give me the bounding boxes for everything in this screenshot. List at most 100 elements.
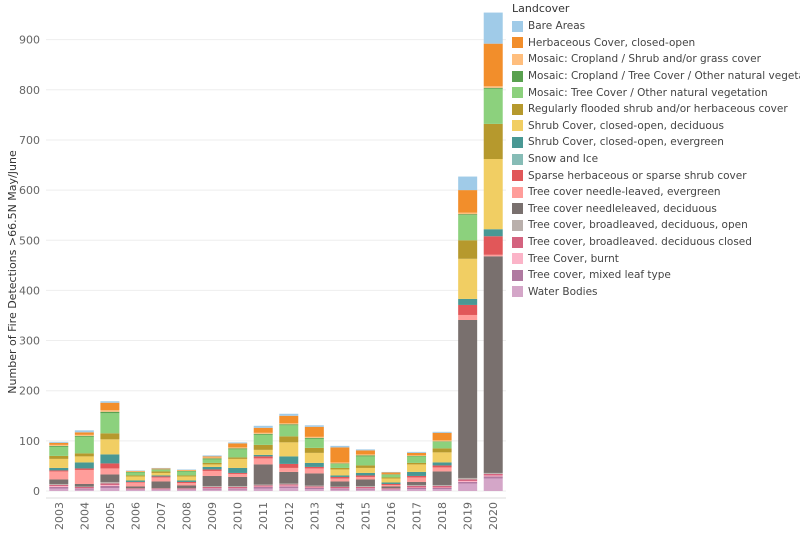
bar-segment[interactable]	[407, 477, 427, 482]
bar-segment[interactable]	[279, 485, 299, 487]
bar-segment[interactable]	[279, 436, 299, 443]
bar-segment[interactable]	[330, 476, 350, 479]
bar-segment[interactable]	[483, 476, 503, 479]
bar-segment[interactable]	[49, 444, 69, 446]
bar-segment[interactable]	[151, 468, 171, 470]
bar-segment[interactable]	[432, 431, 452, 433]
bar-segment[interactable]	[100, 481, 120, 484]
bar-segment[interactable]	[177, 481, 197, 483]
bar-segment[interactable]	[74, 488, 94, 490]
bar-segment[interactable]	[432, 462, 452, 466]
bar-segment[interactable]	[458, 215, 478, 241]
bar-segment[interactable]	[381, 487, 401, 489]
bar-segment[interactable]	[330, 463, 350, 464]
bar-segment[interactable]	[381, 482, 401, 484]
bar-segment[interactable]	[202, 470, 222, 476]
bar-segment[interactable]	[253, 486, 273, 489]
bar-segment[interactable]	[125, 482, 145, 487]
bar-segment[interactable]	[125, 471, 145, 473]
bar-segment[interactable]	[228, 489, 248, 491]
bar-segment[interactable]	[49, 488, 69, 491]
bar-segment[interactable]	[177, 489, 197, 491]
bar-segment[interactable]	[330, 469, 350, 476]
bar-segment[interactable]	[125, 486, 145, 488]
bar-segment[interactable]	[228, 443, 248, 448]
bar-segment[interactable]	[202, 456, 222, 458]
bar-segment[interactable]	[253, 485, 273, 487]
bar-segment[interactable]	[228, 457, 248, 459]
bar-segment[interactable]	[49, 485, 69, 487]
bar-segment[interactable]	[407, 451, 427, 453]
bar-segment[interactable]	[49, 455, 69, 459]
bar-segment[interactable]	[100, 463, 120, 469]
bar-segment[interactable]	[432, 487, 452, 489]
bar-segment[interactable]	[432, 440, 452, 442]
bar-segment[interactable]	[458, 298, 478, 305]
bar-segment[interactable]	[74, 489, 94, 491]
bar-segment[interactable]	[49, 458, 69, 468]
bar-segment[interactable]	[125, 471, 145, 472]
bar-segment[interactable]	[100, 454, 120, 464]
bar-segment[interactable]	[304, 468, 324, 474]
bar-segment[interactable]	[304, 426, 324, 437]
bar-segment[interactable]	[458, 258, 478, 299]
bar-segment[interactable]	[483, 229, 503, 237]
bar-segment[interactable]	[228, 476, 248, 486]
bar-segment[interactable]	[177, 488, 197, 489]
bar-segment[interactable]	[279, 415, 299, 424]
legend-item[interactable]: Sparse herbaceous or sparse shrub cover	[512, 167, 800, 184]
bar-segment[interactable]	[381, 474, 401, 478]
bar-segment[interactable]	[100, 468, 120, 475]
bar-segment[interactable]	[355, 487, 375, 489]
legend-item[interactable]: Snow and Ice	[512, 151, 800, 168]
bar-segment[interactable]	[432, 441, 452, 449]
bar-segment[interactable]	[228, 485, 248, 487]
bar-segment[interactable]	[125, 472, 145, 476]
bar-segment[interactable]	[177, 469, 197, 471]
bar-segment[interactable]	[355, 485, 375, 487]
bar-segment[interactable]	[177, 475, 197, 477]
bar-segment[interactable]	[177, 489, 197, 490]
bar-segment[interactable]	[228, 442, 248, 444]
bar-segment[interactable]	[125, 470, 145, 472]
bar-segment[interactable]	[125, 488, 145, 490]
bar-segment[interactable]	[381, 472, 401, 474]
bar-segment[interactable]	[202, 486, 222, 488]
bar-segment[interactable]	[125, 480, 145, 482]
legend-item[interactable]: Water Bodies	[512, 284, 800, 301]
bar-segment[interactable]	[279, 442, 299, 457]
bar-segment[interactable]	[151, 469, 171, 470]
bar-segment[interactable]	[177, 487, 197, 489]
bar-segment[interactable]	[74, 483, 94, 487]
bar-segment[interactable]	[355, 450, 375, 455]
bar-segment[interactable]	[74, 435, 94, 437]
bar-segment[interactable]	[228, 486, 248, 488]
bar-segment[interactable]	[304, 473, 324, 486]
bar-segment[interactable]	[151, 481, 171, 488]
bar-segment[interactable]	[151, 488, 171, 490]
bar-segment[interactable]	[483, 478, 503, 491]
bar-segment[interactable]	[407, 487, 427, 489]
legend-item[interactable]: Tree cover, broadleaved, deciduous, open	[512, 217, 800, 234]
bar-segment[interactable]	[279, 424, 299, 426]
bar-segment[interactable]	[74, 430, 94, 433]
bar-segment[interactable]	[483, 12, 503, 44]
bar-segment[interactable]	[100, 487, 120, 491]
bar-segment[interactable]	[151, 488, 171, 489]
legend-item[interactable]: Tree Cover, burnt	[512, 250, 800, 267]
bar-segment[interactable]	[355, 467, 375, 473]
bar-segment[interactable]	[253, 454, 273, 457]
bar-segment[interactable]	[355, 449, 375, 451]
bar-segment[interactable]	[279, 467, 299, 472]
bar-segment[interactable]	[483, 43, 503, 87]
bar-segment[interactable]	[381, 483, 401, 485]
bar-segment[interactable]	[432, 467, 452, 472]
bar-segment[interactable]	[381, 478, 401, 483]
bar-segment[interactable]	[151, 469, 171, 472]
bar-segment[interactable]	[49, 442, 69, 445]
bar-segment[interactable]	[228, 488, 248, 490]
bar-segment[interactable]	[330, 488, 350, 490]
bar-segment[interactable]	[228, 458, 248, 468]
bar-segment[interactable]	[151, 489, 171, 490]
bar-segment[interactable]	[177, 485, 197, 488]
